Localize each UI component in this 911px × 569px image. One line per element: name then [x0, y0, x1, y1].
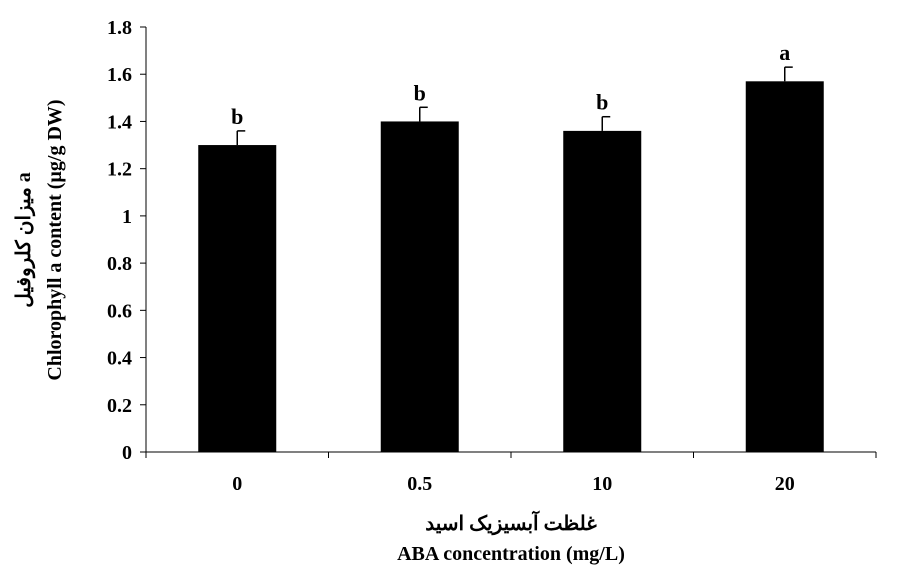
y-axis: 0 0.2 0.4 0.6 0.8 1 1.2 1.4 1.6 1.8 [107, 17, 147, 464]
y-tick-label: 0.4 [107, 348, 132, 370]
bar [380, 121, 459, 452]
bar [563, 130, 642, 452]
x-tick-label: 10 [592, 473, 612, 495]
significance-letter: a [779, 40, 790, 65]
significance-letter: b [596, 90, 608, 115]
y-tick-label: 1.2 [107, 159, 132, 181]
significance-letter: b [414, 80, 426, 105]
significance-letter: b [231, 104, 243, 129]
y-tick-label: 0 [122, 442, 132, 464]
x-axis-label-fa: غلظت آبسیزیک اسید [425, 510, 597, 536]
y-tick-label: 0.8 [107, 253, 132, 275]
x-ticks: 0 0.5 10 20 [145, 452, 877, 495]
y-tick-label: 1.4 [107, 111, 132, 133]
x-tick-label: 0.5 [407, 473, 432, 495]
y-tick-label: 0.6 [107, 300, 132, 322]
y-ticks: 0 0.2 0.4 0.6 0.8 1 1.2 1.4 1.6 1.8 [107, 17, 146, 464]
x-axis: 0 0.5 10 20 [145, 451, 877, 495]
y-axis-label-en: Chlorophyll a content (µg/g DW) [44, 99, 66, 380]
x-tick-label: 0 [232, 473, 242, 495]
bars: b b b a [198, 40, 824, 453]
bar [198, 145, 277, 453]
y-axis-label-fa: میزان کلروفیل a [13, 172, 36, 308]
y-tick-label: 1 [122, 206, 132, 228]
y-tick-label: 1.8 [107, 17, 132, 39]
x-tick-label: 20 [775, 473, 795, 495]
bar [745, 81, 824, 453]
y-tick-label: 1.6 [107, 64, 132, 86]
y-tick-label: 0.2 [107, 395, 132, 417]
x-axis-label-en: ABA concentration (mg/L) [397, 543, 625, 565]
